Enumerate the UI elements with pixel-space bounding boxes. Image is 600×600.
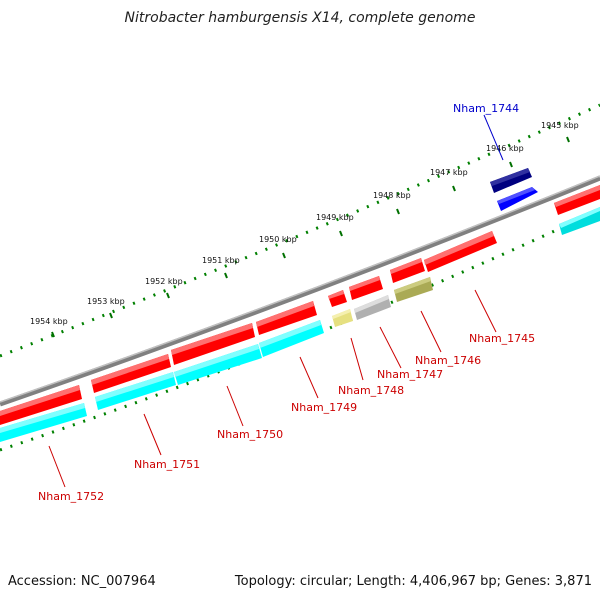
kbp-tick	[224, 272, 228, 279]
topology-text: Topology: circular; Length: 4,406,967 bp…	[234, 574, 592, 589]
genome-backbone-highlight	[0, 175, 600, 403]
kbp-tick	[566, 136, 570, 143]
kbp-label: 1950 kbp	[259, 235, 297, 244]
leader-1747	[379, 326, 402, 369]
leader-1751	[143, 413, 162, 456]
forward-genes	[0, 231, 497, 425]
kbp-label: 1947 kbp	[430, 168, 468, 177]
gene-nham-1751[interactable]	[91, 354, 171, 393]
gene-label[interactable]: Nham_1744	[453, 102, 519, 115]
kbp-tick	[509, 161, 513, 168]
gene-label[interactable]: Nham_1745	[469, 332, 535, 345]
gene-label[interactable]: Nham_1750	[217, 428, 283, 441]
gene-nham-1744[interactable]	[490, 168, 538, 211]
kbp-label: 1952 kbp	[145, 277, 183, 286]
gene-nham-1749[interactable]	[256, 301, 317, 335]
gene-nham-1747-red[interactable]	[349, 276, 383, 300]
kbp-label: 1946 kbp	[486, 144, 524, 153]
leader-1748	[350, 337, 364, 381]
leader-1744	[483, 114, 504, 161]
leader-1745	[474, 289, 497, 333]
gene-labels: Nham_1744 Nham_1745 Nham_1746 Nham_1747 …	[38, 102, 535, 503]
map-title: Nitrobacter hamburgensis X14, complete g…	[124, 10, 476, 26]
kbp-tick	[339, 230, 343, 237]
label-leaders	[48, 114, 504, 488]
kbp-label: 1945 kbp	[541, 121, 579, 130]
leader-1752	[48, 445, 66, 488]
gene-nham-1752[interactable]	[0, 385, 82, 425]
gene-label[interactable]: Nham_1748	[338, 384, 404, 397]
accession-text: Accession: NC_007964	[8, 574, 156, 589]
reverse-genes	[0, 277, 433, 442]
gene-nham-1750[interactable]	[171, 323, 255, 365]
kbp-tick	[396, 208, 400, 215]
leader-1749	[299, 356, 319, 399]
kbp-label: 1954 kbp	[30, 317, 68, 326]
gene-right-edge	[554, 185, 600, 235]
kbp-label: 1948 kbp	[373, 191, 411, 200]
gene-label[interactable]: Nham_1752	[38, 490, 104, 503]
gene-nham-1748-yellow[interactable]	[332, 309, 353, 327]
kbp-tick	[282, 252, 286, 259]
gene-label[interactable]: Nham_1746	[415, 354, 481, 367]
gene-nham-1748-red[interactable]	[328, 290, 347, 307]
leader-1746	[420, 310, 442, 353]
kbp-tick	[51, 331, 55, 338]
kbp-labels: 1945 kbp 1946 kbp 1947 kbp 1948 kbp 1949…	[30, 121, 579, 326]
kbp-label: 1951 kbp	[202, 256, 240, 265]
gene-label[interactable]: Nham_1747	[377, 368, 443, 381]
gene-nham-1746-red[interactable]	[390, 258, 425, 283]
gene-label[interactable]: Nham_1749	[291, 401, 357, 414]
kbp-label: 1949 kbp	[316, 213, 354, 222]
leader-1750	[226, 385, 244, 427]
kbp-ticks	[51, 136, 570, 338]
kbp-tick	[166, 292, 170, 299]
kbp-tick	[452, 185, 456, 192]
kbp-tick	[109, 312, 113, 319]
kbp-label: 1953 kbp	[87, 297, 125, 306]
genome-backbone	[0, 175, 600, 407]
gene-nham-1745[interactable]	[424, 231, 497, 272]
gene-label[interactable]: Nham_1751	[134, 458, 200, 471]
